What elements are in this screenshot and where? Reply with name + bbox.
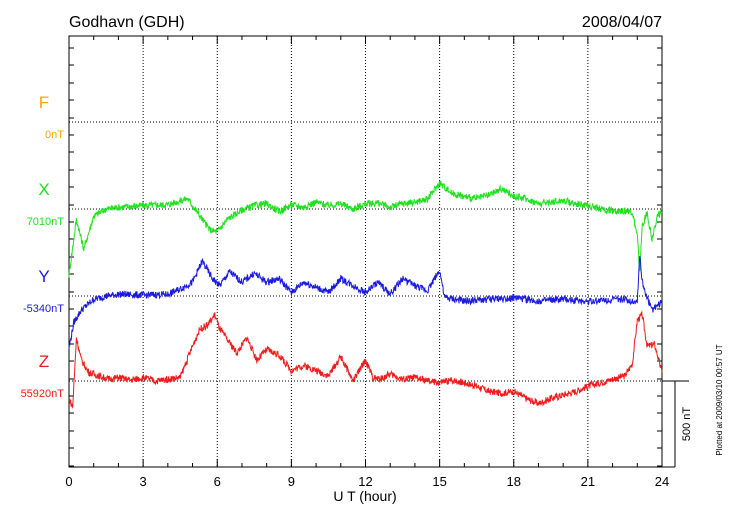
series-baseline-y: -5340nT — [23, 303, 64, 315]
series-line-z — [68, 310, 663, 409]
series-line-y — [68, 255, 663, 350]
series-labels: F 0nT X 7010nT Y -5340nT Z 55920nT — [21, 93, 65, 400]
scale-bar: 500 nT — [662, 380, 693, 468]
series-name-y: Y — [38, 267, 49, 286]
x-tick-label: 6 — [214, 474, 221, 489]
series-lines — [68, 180, 663, 409]
x-tick-label: 12 — [358, 474, 372, 489]
x-tick-label: 0 — [65, 474, 72, 489]
x-tick-label: 3 — [140, 474, 147, 489]
y-minor-ticks — [69, 47, 662, 467]
x-ticks: 0 3 6 9 12 15 18 21 24 — [65, 36, 669, 489]
date-label: 2008/04/07 — [582, 14, 662, 31]
x-tick-label: 24 — [655, 474, 669, 489]
series-baseline-f: 0nT — [45, 129, 64, 141]
series-baseline-z: 55920nT — [21, 388, 65, 400]
plotted-note: Plotted at 2009/03/10 00:57 UT — [715, 344, 724, 455]
series-name-x: X — [38, 180, 49, 199]
x-tick-label: 21 — [581, 474, 595, 489]
series-name-z: Z — [39, 352, 49, 371]
x-tick-label: 15 — [432, 474, 446, 489]
series-name-f: F — [39, 93, 49, 112]
series-line-x — [68, 180, 663, 278]
x-tick-label: 18 — [507, 474, 521, 489]
x-tick-label: 9 — [288, 474, 295, 489]
scale-bar-label: 500 nT — [681, 407, 693, 442]
grid — [69, 36, 662, 467]
station-title: Godhavn (GDH) — [69, 14, 185, 31]
series-baseline-x: 7010nT — [27, 216, 65, 228]
x-axis-label: U T (hour) — [333, 488, 396, 504]
